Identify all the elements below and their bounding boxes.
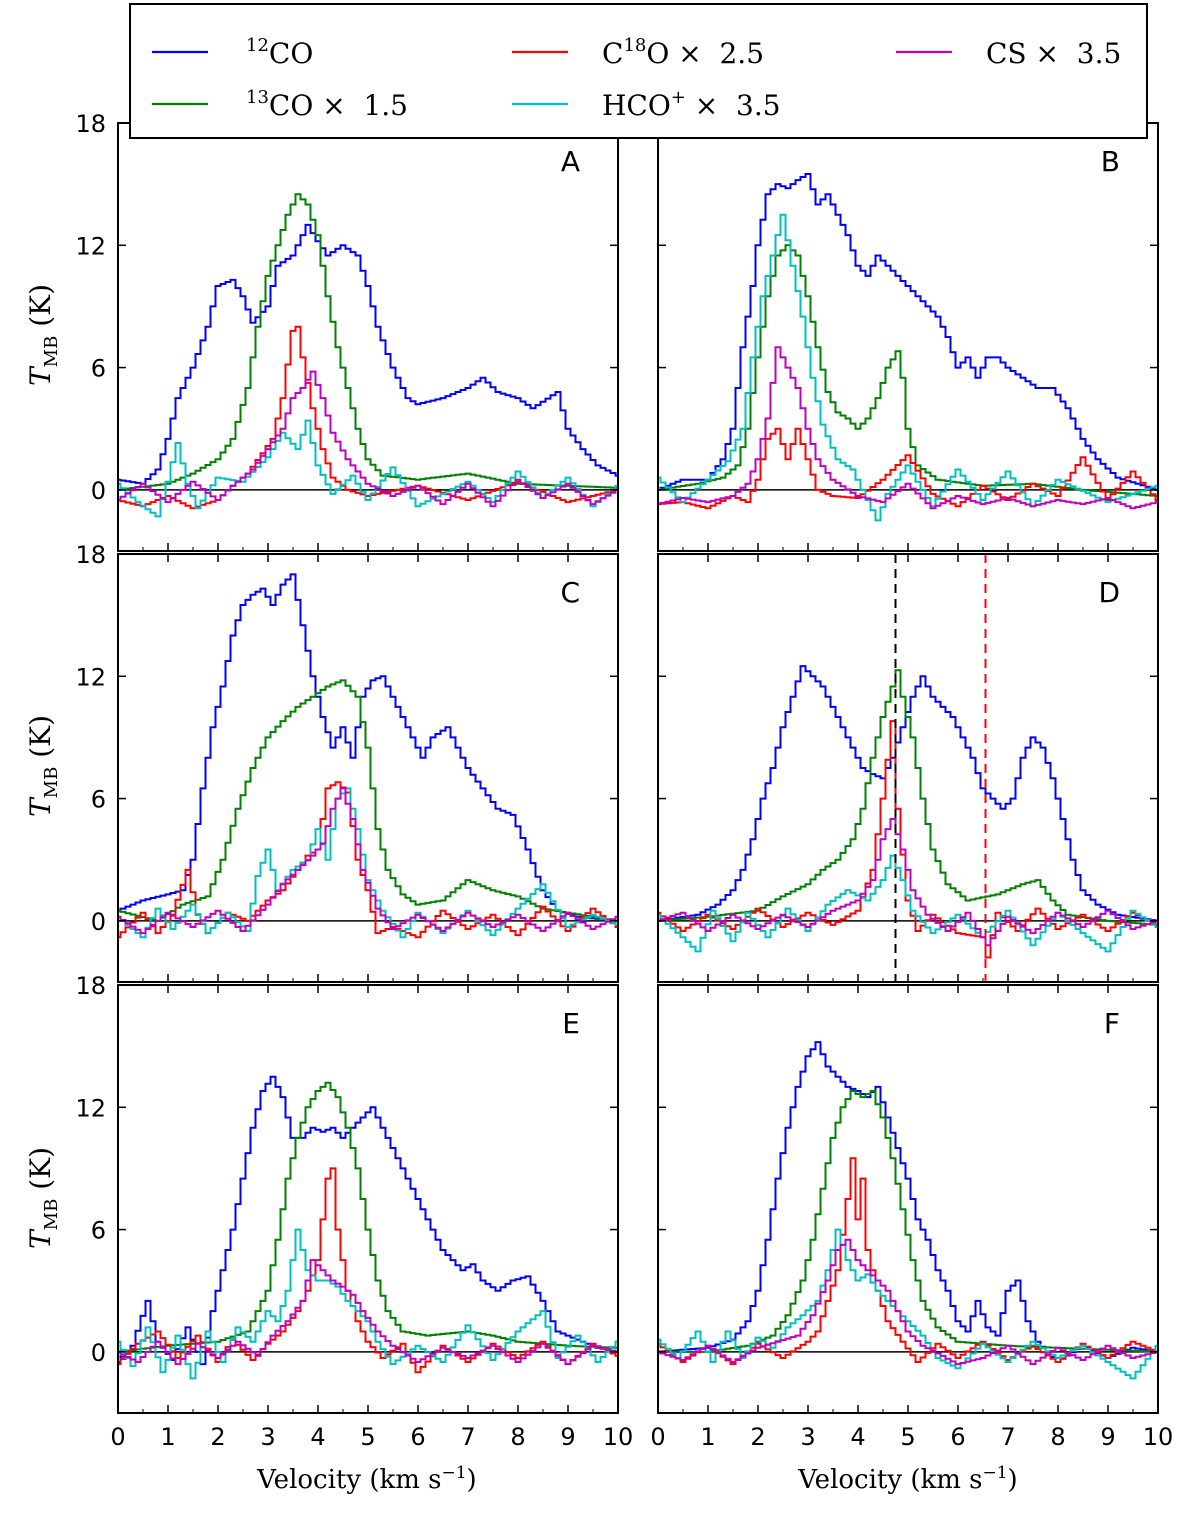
x-tick-label: 10	[1143, 1423, 1174, 1451]
legend-label-hco: HCO+ × 3.5	[602, 87, 781, 122]
x-tick-label: 4	[310, 1423, 325, 1451]
legend-label-c18o: C18O × 2.5	[602, 35, 764, 70]
series-hco-panel-b	[658, 213, 1158, 522]
legend-label-12co: 12CO	[246, 35, 313, 70]
x-tick-label: 4	[850, 1423, 865, 1451]
plot-area-d	[658, 554, 1158, 982]
plot-area-f	[658, 1041, 1158, 1380]
legend-label-cs: CS × 3.5	[986, 37, 1121, 70]
series-c18o-panel-b	[658, 427, 1158, 510]
legend-box	[129, 3, 1148, 139]
y-tick-label: 0	[91, 477, 106, 505]
x-tick-label: 5	[900, 1423, 915, 1451]
x-tick-label: 3	[260, 1423, 275, 1451]
plot-area-a	[118, 193, 618, 518]
x-tick-label: 3	[800, 1423, 815, 1451]
series-cs-panel-f	[658, 1238, 1158, 1366]
series-co13-panel-d	[658, 669, 1158, 926]
panel-label-c: C	[560, 576, 580, 609]
y-tick-label: 12	[75, 232, 106, 260]
panel-label-b: B	[1101, 145, 1120, 178]
series-hco-panel-f	[658, 1228, 1158, 1380]
y-tick-label: 6	[91, 355, 106, 383]
x-tick-label: 2	[210, 1423, 225, 1451]
x-tick-label: 0	[650, 1423, 665, 1451]
x-tick-label: 6	[410, 1423, 425, 1451]
panel-label-f: F	[1104, 1007, 1120, 1040]
series-hco-panel-e	[118, 1228, 618, 1380]
series-co12-panel-c	[118, 573, 618, 922]
panel-label-a: A	[561, 145, 580, 178]
series-co13-panel-a	[118, 193, 618, 491]
x-tick-label: 1	[700, 1423, 715, 1451]
y-tick-label: 6	[91, 786, 106, 814]
x-tick-label: 8	[1050, 1423, 1065, 1451]
y-axis-label-row-3: TMB (K)	[24, 1147, 62, 1249]
x-tick-label: 2	[750, 1423, 765, 1451]
series-co12-panel-b	[658, 173, 1158, 491]
series-cs-panel-a	[118, 370, 618, 508]
y-tick-label: 12	[75, 1094, 106, 1122]
legend: 12CO 13CO × 1.5 C18O × 2.5 HCO+ × 3.5 CS…	[129, 3, 1148, 139]
y-tick-label: 0	[91, 908, 106, 936]
plot-area-e	[118, 1075, 618, 1380]
series-co12-panel-d	[658, 665, 1158, 922]
series-hco-panel-d	[658, 854, 1158, 953]
y-tick-label: 6	[91, 1217, 106, 1245]
panel-label-d: D	[1098, 576, 1120, 609]
x-tick-label: 6	[950, 1423, 965, 1451]
series-cs-panel-c	[118, 787, 618, 935]
y-tick-label: 12	[75, 663, 106, 691]
y-tick-label: 0	[91, 1339, 106, 1367]
x-axis-labels: Velocity (km s−1) Velocity (km s−1)	[256, 1463, 1017, 1495]
panel-label-e: E	[562, 1007, 580, 1040]
plot-area-c	[118, 573, 618, 939]
x-tick-label: 8	[510, 1423, 525, 1451]
series-hco-panel-c	[118, 787, 618, 939]
y-tick-label: 18	[75, 541, 106, 569]
x-tick-label: 7	[1000, 1423, 1015, 1451]
x-tick-label: 0	[110, 1423, 125, 1451]
plot-area-b	[658, 173, 1158, 522]
series-co13-panel-c	[118, 679, 618, 922]
y-tick-label: 18	[75, 110, 106, 138]
legend-label-13co: 13CO × 1.5	[246, 87, 408, 122]
series-cs-panel-d	[658, 818, 1158, 947]
x-tick-label: 5	[360, 1423, 375, 1451]
x-axis-label-right: Velocity (km s−1)	[797, 1463, 1017, 1495]
x-tick-label: 7	[460, 1423, 475, 1451]
series-cs-panel-b	[658, 346, 1158, 510]
x-tick-label: 9	[1100, 1423, 1115, 1451]
y-tick-label: 18	[75, 972, 106, 1000]
y-axis-label-row-1: TMB (K)	[24, 284, 62, 386]
x-tick-label: 10	[603, 1423, 634, 1451]
panel-d: D	[657, 553, 1159, 983]
x-tick-label: 1	[160, 1423, 175, 1451]
panel-c: 0 6 12 18 C	[75, 541, 619, 983]
x-axis-label-left: Velocity (km s−1)	[256, 1463, 476, 1495]
x-tick-label: 9	[560, 1423, 575, 1451]
y-axis-label-row-2: TMB (K)	[24, 715, 62, 817]
y-axis-labels: TMB (K) TMB (K) TMB (K)	[24, 284, 62, 1249]
series-co12-panel-a	[118, 223, 618, 485]
panel-f: 0 1 2 3 4 5 6 7 8 9 10 F	[650, 984, 1174, 1451]
series-cs-panel-e	[118, 1259, 618, 1366]
